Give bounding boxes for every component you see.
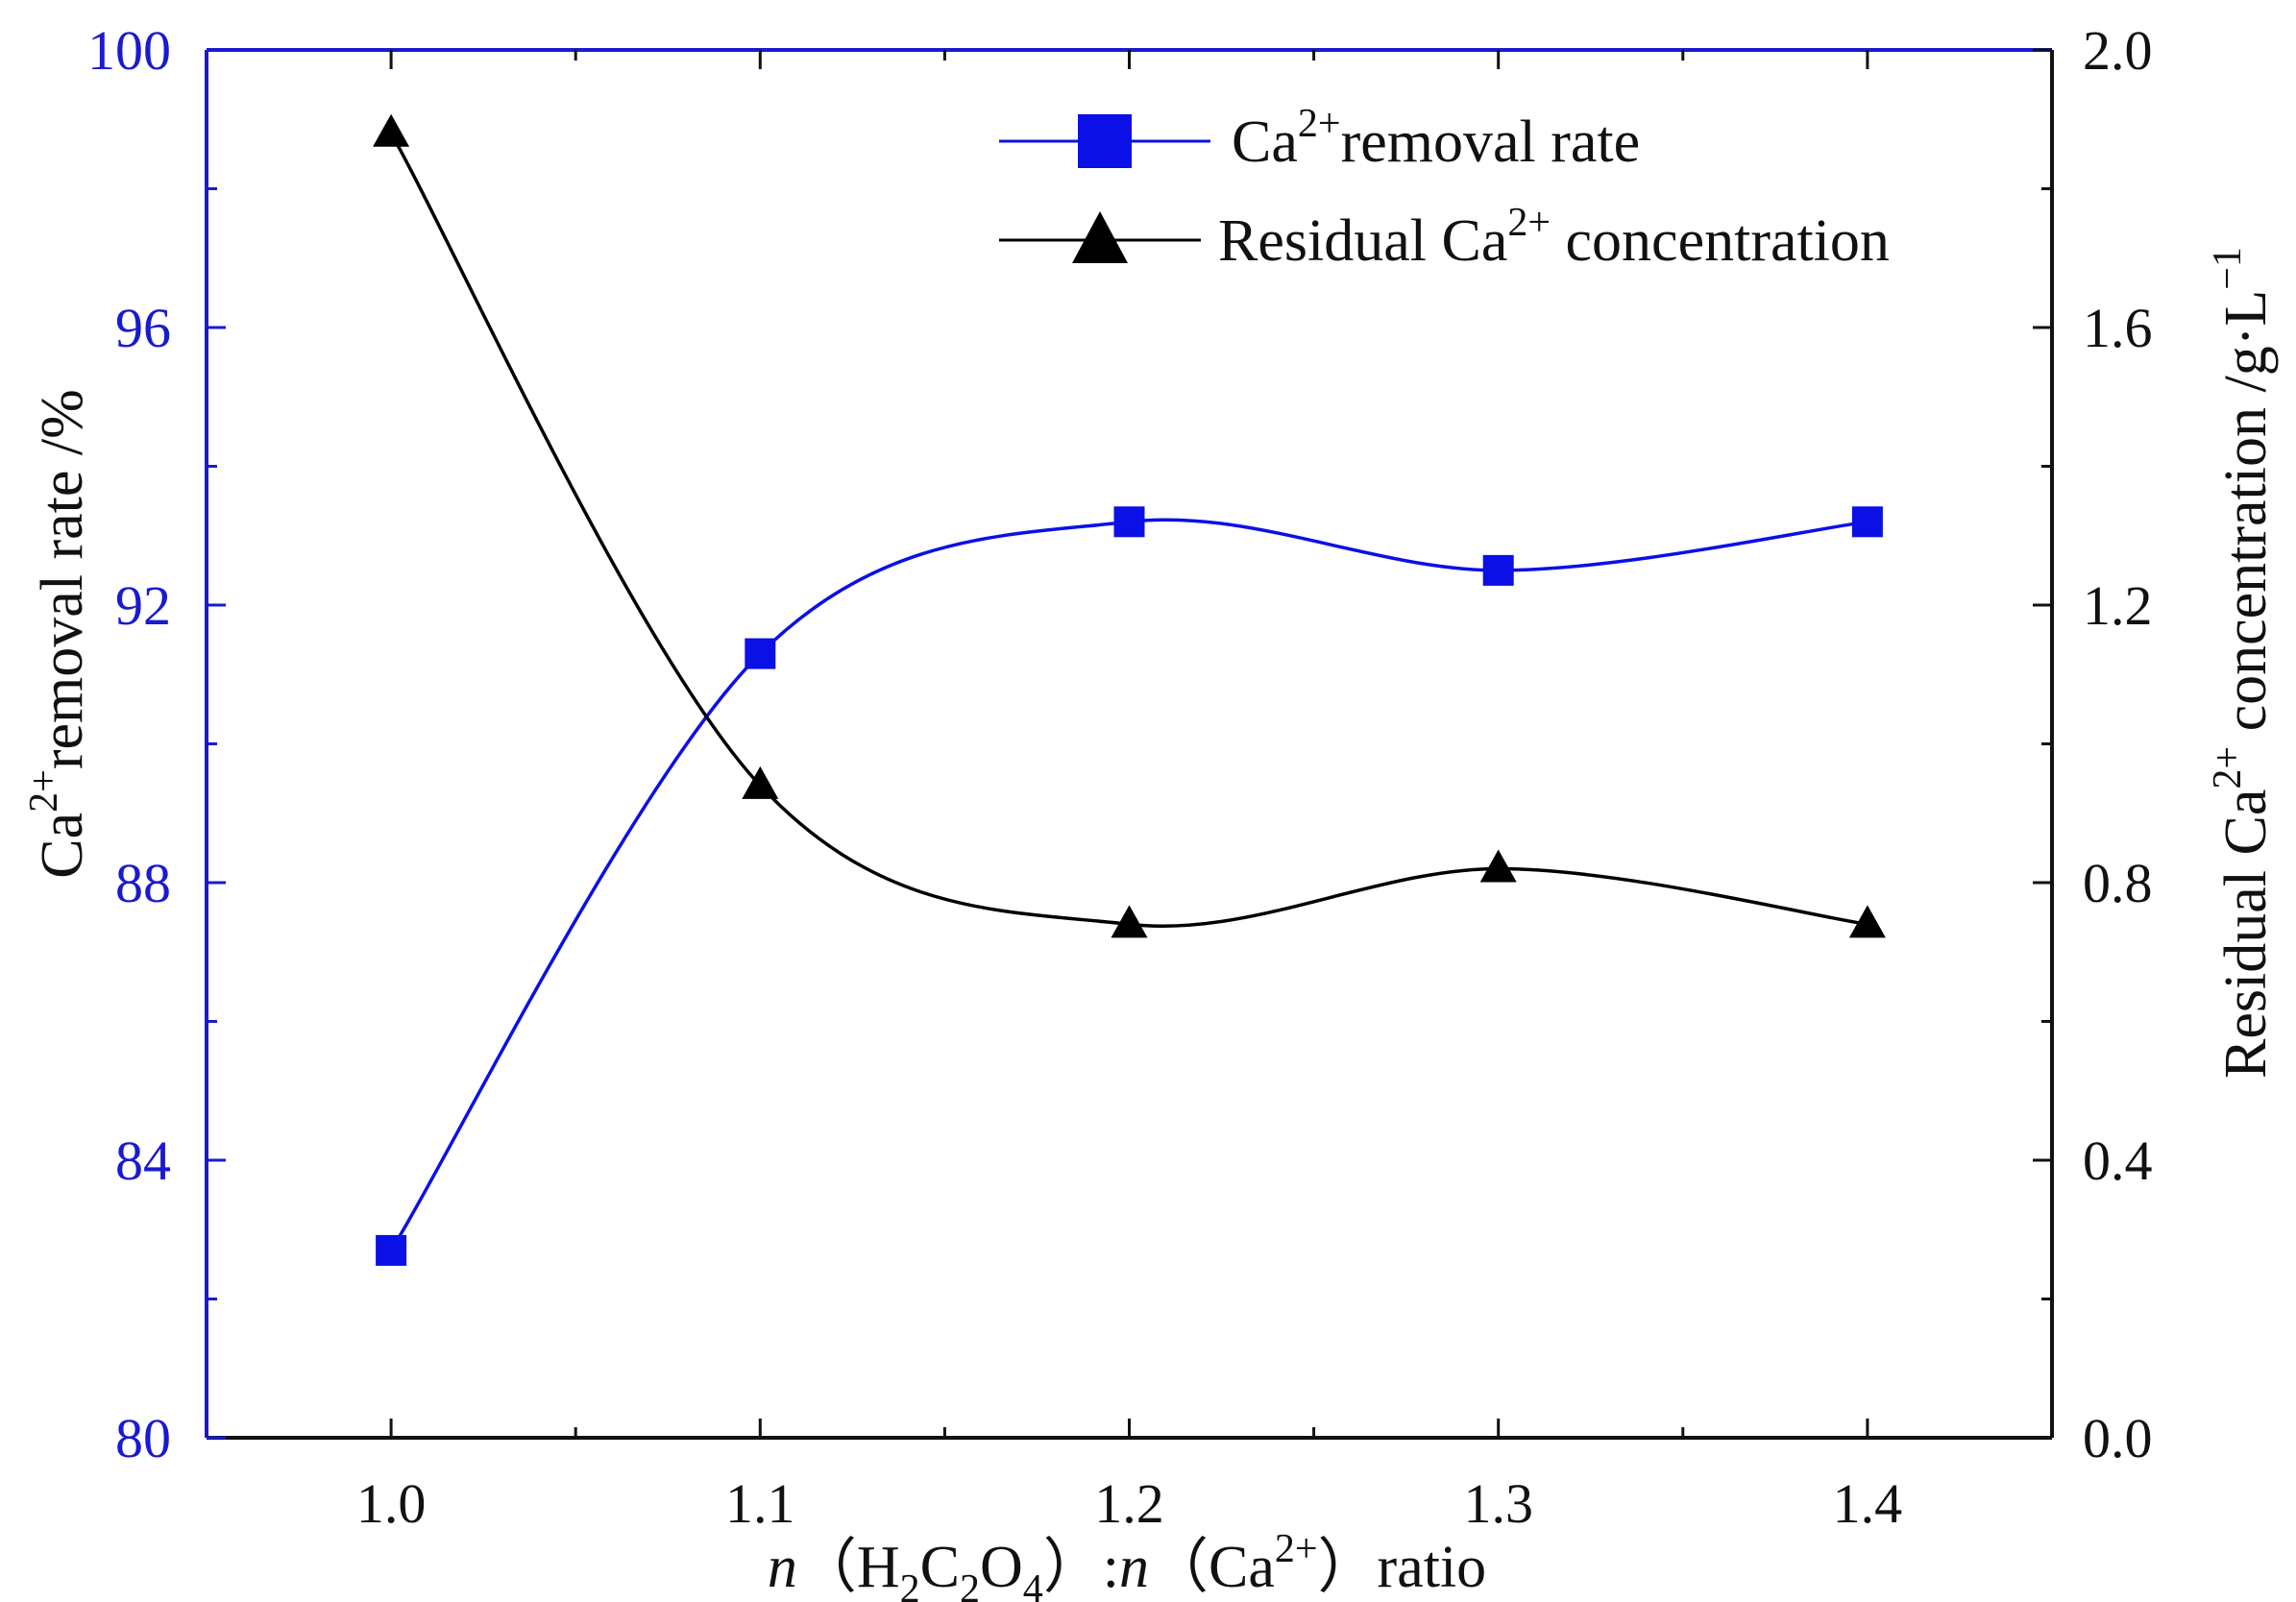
residual-concentration-point: [742, 765, 779, 799]
removal-rate-point: [1482, 554, 1514, 586]
left-tick-label: 88: [115, 852, 171, 914]
series-layer: [373, 113, 1886, 1266]
left-tick-label: 92: [115, 574, 171, 637]
residual-concentration-point: [1111, 905, 1148, 938]
right-tick-label: 0.0: [2083, 1407, 2153, 1469]
x-tick-label: 1.3: [1463, 1472, 1533, 1535]
removal-rate-curve: [389, 518, 1869, 1251]
right-tick-label: 2.0: [2083, 19, 2153, 82]
removal-rate-point: [376, 1234, 407, 1266]
legend-label-residual: Residual Ca2+ concentration: [1218, 201, 1890, 274]
removal-rate-point: [745, 638, 776, 669]
legend: Ca2+removal rate Residual Ca2+ concentra…: [999, 102, 1890, 274]
residual-concentration-point: [1848, 905, 1886, 938]
left-tick-label: 84: [115, 1129, 171, 1192]
residual-concentration-point: [1479, 849, 1517, 883]
removal-rate-point: [1851, 506, 1883, 538]
legend-label-removal: Ca2+removal rate: [1232, 102, 1640, 175]
x-axis-title: n（H2C2O4）:n（Ca2+）ratio: [768, 1527, 1486, 1602]
ticks: 1.0 1.1 1.2 1.3 1.4 80 84 88 92 96 100 0.0 0.4 0.8 1.2…: [87, 19, 2153, 1535]
legend-triangle-marker: [1072, 211, 1128, 263]
legend-square-marker: [1078, 114, 1132, 168]
right-tick-label: 1.2: [2083, 574, 2153, 637]
left-tick-label: 80: [115, 1407, 171, 1469]
x-tick-label: 1.2: [1094, 1472, 1164, 1535]
left-tick-label: 100: [87, 19, 171, 82]
residual-concentration-curve: [389, 132, 1869, 929]
right-tick-label: 0.8: [2083, 852, 2153, 914]
residual-concentration-point: [373, 113, 410, 147]
x-tick-label: 1.0: [356, 1472, 427, 1535]
x-tick-label: 1.1: [725, 1472, 795, 1535]
left-tick-label: 96: [115, 297, 171, 359]
right-tick-label: 1.6: [2083, 297, 2153, 359]
right-tick-label: 0.4: [2083, 1129, 2153, 1192]
x-tick-label: 1.4: [1833, 1472, 1903, 1535]
right-y-axis-title: Residual Ca2+ concentration /g·L−1: [2206, 247, 2279, 1079]
left-y-axis-title: Ca2+removal rate /%: [22, 389, 95, 878]
removal-rate-point: [1113, 506, 1145, 538]
